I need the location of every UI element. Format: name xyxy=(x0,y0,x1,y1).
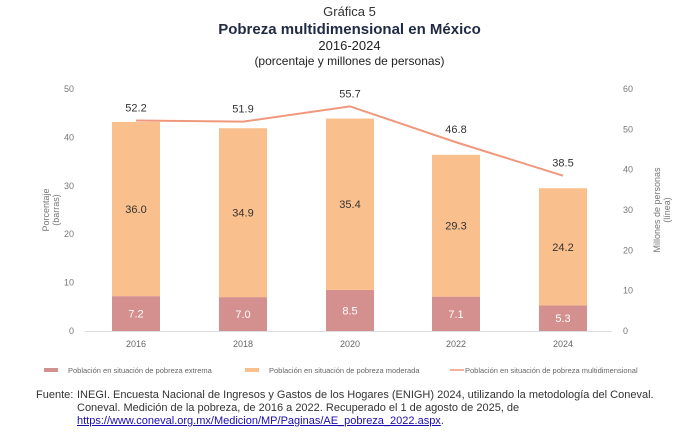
x-tick-label: 2018 xyxy=(233,339,253,349)
y-tick-label: 10 xyxy=(64,278,74,288)
data-label-multidimensional: 46.8 xyxy=(445,124,466,136)
bar-moderada xyxy=(539,188,587,306)
y2-tick-label: 30 xyxy=(623,205,633,215)
source-end: . xyxy=(440,415,444,427)
legend-label-extrema: Población en situación de pobreza extrem… xyxy=(68,366,213,375)
data-label-multidimensional: 52.2 xyxy=(125,102,146,114)
y2-axis-label: Millones de personas(línea) xyxy=(652,167,672,253)
y-tick-label: 20 xyxy=(64,229,74,239)
data-label-extrema: 8.5 xyxy=(342,305,357,317)
bar-extrema xyxy=(112,296,160,331)
data-label-moderada: 36.0 xyxy=(125,204,146,216)
x-tick-label: 2024 xyxy=(553,339,573,349)
y2-tick-label: 60 xyxy=(623,84,633,94)
y2-tick-label: 20 xyxy=(623,245,633,255)
data-label-extrema: 7.0 xyxy=(235,309,250,321)
data-label-extrema: 5.3 xyxy=(555,313,570,325)
data-label-moderada: 24.2 xyxy=(552,242,573,254)
y-tick-label: 30 xyxy=(64,181,74,191)
legend-swatch-extrema xyxy=(44,368,58,372)
y-axis-label: Porcentaje(barras) xyxy=(41,188,61,231)
source-line-1: INEGI. Encuesta Nacional de Ingresos y G… xyxy=(77,389,654,401)
data-label-multidimensional: 55.7 xyxy=(339,88,360,100)
data-label-moderada: 35.4 xyxy=(339,199,360,211)
y2-tick-label: 50 xyxy=(623,124,633,134)
legend-swatch-moderada xyxy=(245,368,259,372)
data-label-extrema: 7.1 xyxy=(448,309,463,321)
y2-tick-label: 10 xyxy=(623,286,633,296)
data-label-multidimensional: 51.9 xyxy=(232,104,253,116)
chart-units: (porcentaje y millones de personas) xyxy=(254,54,445,68)
chart: 0 10 20 30 40 50 0 10 20 30 40 50 60 Porcentaje(barra… xyxy=(41,84,672,375)
bar-moderada xyxy=(112,121,160,297)
bar-extrema xyxy=(539,305,587,331)
data-label-moderada: 34.9 xyxy=(232,208,253,220)
y2-tick-label: 0 xyxy=(623,326,628,336)
x-tick-label: 2016 xyxy=(126,339,146,349)
bar-moderada xyxy=(219,128,267,298)
data-label-multidimensional: 38.5 xyxy=(552,158,573,170)
data-label-extrema: 7.2 xyxy=(128,309,143,321)
y-tick-label: 0 xyxy=(69,326,74,336)
x-tick-label: 2022 xyxy=(446,339,466,349)
bar-moderada xyxy=(326,118,374,290)
source-line-2: Coneval. Medición de la pobreza, de 2016… xyxy=(77,402,520,414)
data-label-moderada: 29.3 xyxy=(445,221,466,233)
chart-title: Pobreza multidimensional en México xyxy=(218,21,481,38)
legend-label-multidimensional: Población en situación de pobreza multid… xyxy=(465,366,638,375)
chart-label: Gráfica 5 xyxy=(323,4,376,19)
x-tick-label: 2020 xyxy=(340,339,360,349)
y-tick-label: 50 xyxy=(64,84,74,94)
y2-tick-label: 40 xyxy=(623,165,633,175)
source-link[interactable]: https://www.coneval.org.mx/Medicion/MP/P… xyxy=(77,415,441,427)
chart-period: 2016-2024 xyxy=(318,38,381,53)
bar-moderada xyxy=(432,154,480,297)
line-multidimensional xyxy=(135,105,564,177)
legend-label-moderada: Población en situación de pobreza modera… xyxy=(269,366,420,375)
bar-extrema xyxy=(432,296,480,331)
bar-extrema xyxy=(219,297,267,331)
source-label: Fuente: xyxy=(36,389,74,401)
bar-extrema xyxy=(326,289,374,331)
y-tick-label: 40 xyxy=(64,132,74,142)
